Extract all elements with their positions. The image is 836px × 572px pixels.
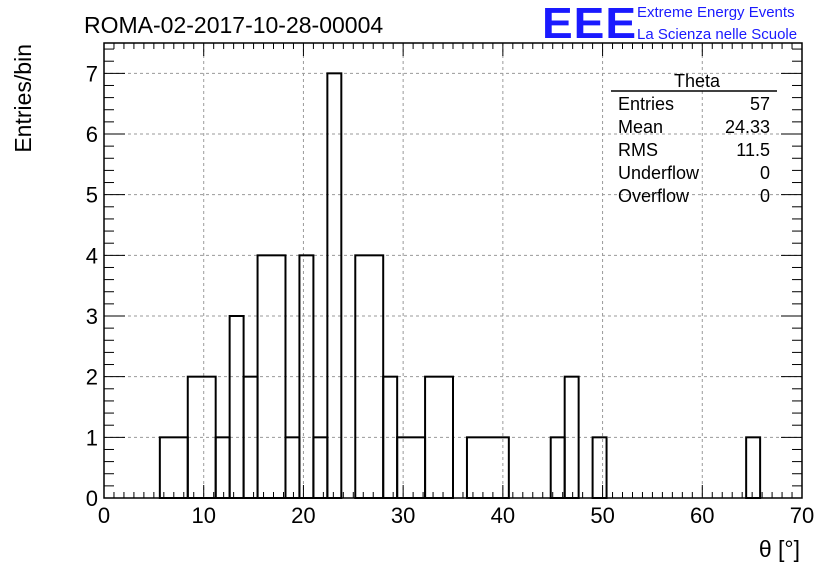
axis-ticks	[103, 43, 803, 499]
logo-text-line2: La Scienza nelle Scuole	[637, 26, 798, 43]
histogram-bar	[396, 436, 427, 500]
y-axis-label: Entries/bin	[10, 44, 36, 153]
stats-label: Overflow	[618, 186, 690, 206]
y-tick-label: 4	[86, 243, 98, 268]
histogram-bar	[214, 436, 231, 500]
axis-tick-labels: 0 10 20 30 40 50 60 70 0 1 2 3 4 5 6 7	[86, 61, 814, 528]
x-axis-label: θ [°]	[759, 536, 800, 562]
stats-title: Theta	[674, 71, 721, 91]
stats-value: 0	[760, 163, 770, 183]
eee-logo: EEE Extreme Energy Events La Scienza nel…	[540, 0, 836, 50]
stats-label: Entries	[618, 94, 674, 114]
x-tick-label: 10	[191, 503, 215, 528]
histogram-bar	[382, 375, 399, 499]
stats-label: Underflow	[618, 163, 700, 183]
x-tick-label: 70	[790, 503, 814, 528]
stats-label: RMS	[618, 140, 658, 160]
stats-value: 0	[760, 186, 770, 206]
stats-value: 11.5	[736, 140, 770, 160]
stats-label: Mean	[618, 117, 663, 137]
chart-title: ROMA-02-2017-10-28-00004	[84, 12, 383, 38]
histogram-bar	[158, 436, 189, 500]
eee-logo-mark: EEE	[542, 0, 638, 48]
x-tick-label: 50	[590, 503, 614, 528]
histogram-bar	[228, 315, 245, 499]
histogram-bar	[745, 436, 762, 500]
y-tick-label: 7	[86, 61, 98, 86]
y-tick-label: 0	[86, 486, 98, 511]
x-tick-label: 30	[391, 503, 415, 528]
y-tick-label: 6	[86, 122, 98, 147]
histogram-bar	[312, 436, 329, 500]
histogram-bar	[591, 436, 608, 500]
x-tick-label: 40	[491, 503, 515, 528]
logo-text-line1: Extreme Energy Events	[637, 4, 795, 21]
histogram-bar	[298, 254, 315, 499]
histogram-bar	[284, 436, 301, 500]
stats-value: 57	[750, 94, 770, 114]
x-tick-label: 20	[291, 503, 315, 528]
y-tick-label: 1	[86, 425, 98, 450]
stats-value: 24.33	[725, 117, 770, 137]
histogram-bar	[549, 436, 566, 500]
histogram-bars	[158, 72, 762, 500]
y-tick-label: 5	[86, 183, 98, 208]
y-tick-label: 2	[86, 365, 98, 390]
y-tick-label: 3	[86, 304, 98, 329]
histogram-bar	[326, 72, 343, 499]
x-tick-label: 60	[690, 503, 714, 528]
x-tick-label: 0	[98, 503, 110, 528]
